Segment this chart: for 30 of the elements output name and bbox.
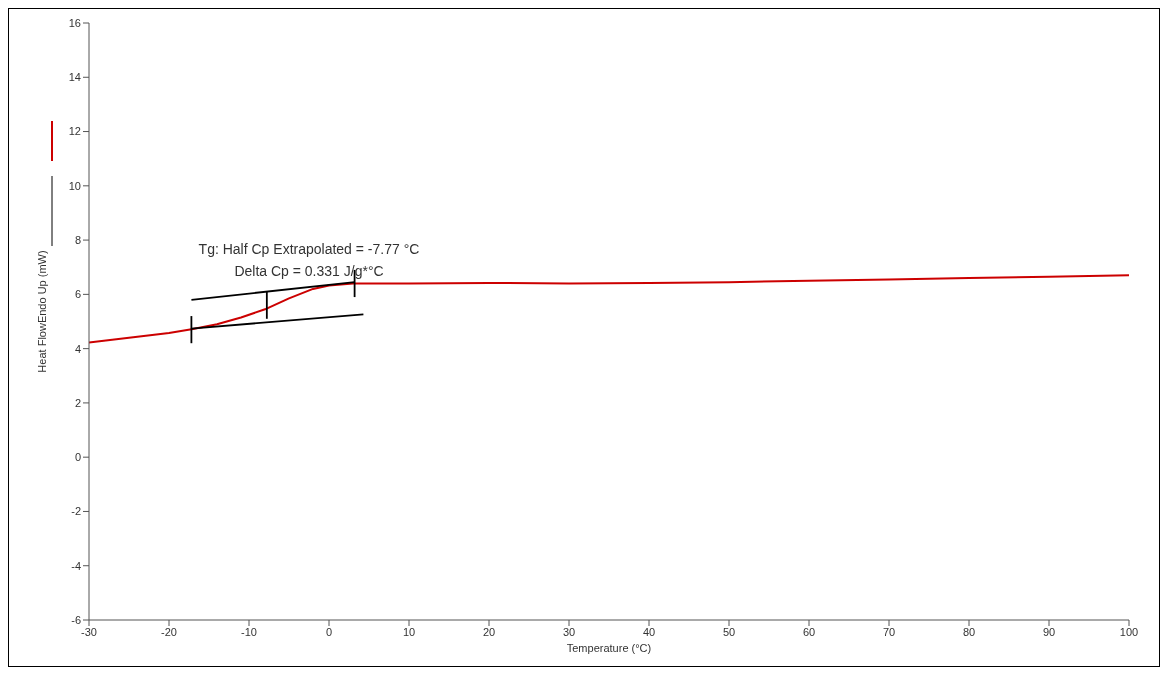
y-tick-label: -4 <box>71 559 81 572</box>
y-tick-label: 2 <box>74 396 81 409</box>
x-tick-label: 20 <box>482 625 496 638</box>
x-tick-label: 60 <box>802 625 816 638</box>
x-tick-label: 100 <box>1119 625 1139 638</box>
y-tick-label: 10 <box>68 179 81 192</box>
x-tick-label: 90 <box>1042 625 1056 638</box>
y-tick-label: 4 <box>74 342 81 355</box>
x-tick-label: 80 <box>962 625 976 638</box>
annotation: Delta Cp = 0.331 J/g*°C <box>233 263 385 279</box>
y-tick-label: 8 <box>74 234 81 246</box>
y-tick-label: 12 <box>68 125 81 138</box>
y-tick-label: 16 <box>68 16 81 29</box>
x-tick-label: -30 <box>81 625 97 638</box>
y-tick-label: 14 <box>68 71 81 84</box>
y-tick-label: 0 <box>74 451 81 464</box>
x-tick-label: 40 <box>642 625 656 638</box>
y-tick-label: -2 <box>71 505 81 518</box>
y-tick-label: -6 <box>71 613 81 626</box>
y-axis-title: Heat FlowEndo Up (mW) <box>35 250 48 373</box>
x-axis-title: Temperature (°C) <box>566 642 652 654</box>
y-tick-label: 6 <box>74 288 81 301</box>
x-tick-label: 10 <box>402 625 416 638</box>
x-tick-label: -20 <box>161 625 177 638</box>
annotation: Tg: Half Cp Extrapolated = -7.77 °C <box>197 241 421 257</box>
x-tick-label: -10 <box>241 625 257 638</box>
x-tick-label: 70 <box>882 625 896 638</box>
x-tick-label: 50 <box>722 625 736 638</box>
x-tick-label: 30 <box>562 625 576 638</box>
x-tick-label: 0 <box>325 625 333 638</box>
